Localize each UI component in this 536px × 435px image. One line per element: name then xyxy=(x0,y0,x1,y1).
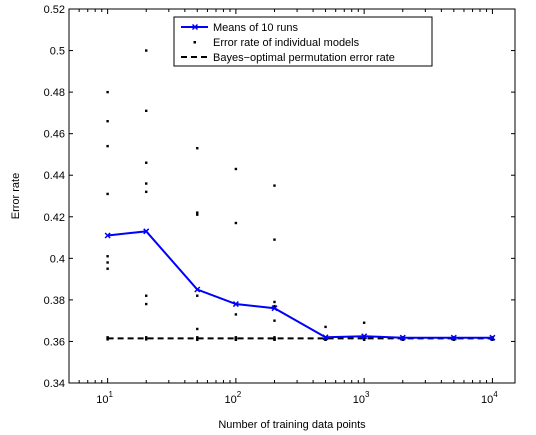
individual-model-point xyxy=(145,109,148,113)
legend-entry-individual: Error rate of individual models xyxy=(193,37,360,49)
legend-marker-means xyxy=(191,23,199,31)
individual-model-point xyxy=(106,267,109,270)
y-tick-label: 0.46 xyxy=(44,129,65,141)
x-tick-labels: 101 102 103 104 xyxy=(96,390,498,406)
x-tick-base: 10 xyxy=(481,394,493,406)
means-point xyxy=(232,301,239,308)
y-tick-label: 0.34 xyxy=(44,378,65,390)
individual-model-point xyxy=(273,184,276,187)
means-point xyxy=(450,334,457,341)
means-point xyxy=(271,305,278,312)
x-tick-exponent: 2 xyxy=(237,390,242,399)
legend-label-bayes: Bayes−optimal permutation error rate xyxy=(213,52,395,64)
y-tick-label: 0.36 xyxy=(44,336,65,348)
individual-model-point xyxy=(106,192,109,196)
means-point xyxy=(143,228,150,235)
individual-model-point xyxy=(106,255,109,258)
legend-entry-bayes: Bayes−optimal permutation error rate xyxy=(181,52,395,64)
individual-model-point xyxy=(106,261,109,264)
individual-model-point xyxy=(234,337,238,340)
y-tick-label: 0.5 xyxy=(50,46,65,58)
y-tick-labels: 0.34 0.36 0.38 0.4 0.42 0.44 0.46 0.48 0.5 0.52 xyxy=(44,4,65,390)
individual-model-point xyxy=(196,327,199,331)
individual-model-point xyxy=(106,144,109,148)
individual-model-point xyxy=(234,221,238,225)
x-tick-label: 104 xyxy=(481,390,498,406)
individual-model-point xyxy=(106,90,109,94)
individual-model-point xyxy=(145,182,148,185)
individual-model-point xyxy=(196,213,199,216)
individual-model-point xyxy=(196,294,199,297)
individual-model-point xyxy=(273,300,276,304)
legend: Means of 10 runs Error rate of individua… xyxy=(173,16,433,67)
individual-model-point xyxy=(234,167,238,171)
individual-model-point xyxy=(273,304,276,308)
y-tick-label: 0.52 xyxy=(44,4,65,16)
individual-model-point xyxy=(324,325,327,329)
individual-model-point xyxy=(362,321,366,324)
chart-marks xyxy=(104,49,496,341)
x-tick-label: 101 xyxy=(96,390,113,406)
individual-model-point xyxy=(273,238,276,241)
x-tick-exponent: 1 xyxy=(109,390,114,399)
means-line xyxy=(107,230,493,339)
individual-model-point xyxy=(196,147,199,150)
legend-label-individual: Error rate of individual models xyxy=(213,37,360,49)
y-axis-title: Error rate xyxy=(10,173,22,219)
individual-model-point xyxy=(145,294,148,297)
axis-ticks xyxy=(68,8,515,384)
x-tick-base: 10 xyxy=(353,394,365,406)
means-point xyxy=(322,334,329,341)
x-tick-exponent: 3 xyxy=(365,390,370,399)
y-tick-label: 0.44 xyxy=(44,170,65,182)
x-tick-label: 103 xyxy=(353,390,370,406)
individual-model-point xyxy=(362,336,366,340)
y-tick-label: 0.42 xyxy=(44,212,65,224)
x-tick-base: 10 xyxy=(96,394,108,406)
y-tick-label: 0.4 xyxy=(50,253,65,265)
individual-model-point xyxy=(145,338,148,341)
y-tick-label: 0.48 xyxy=(44,87,65,99)
legend-label-means: Means of 10 runs xyxy=(213,22,298,34)
individual-model-point xyxy=(145,49,148,52)
individual-model-point xyxy=(145,302,148,306)
individual-model-point xyxy=(196,211,199,214)
legend-box xyxy=(173,16,433,67)
y-tick-label: 0.38 xyxy=(44,295,65,307)
legend-marker-individual xyxy=(193,41,196,44)
means-point xyxy=(489,334,496,341)
x-axis-title: Number of training data points xyxy=(218,419,366,431)
individual-model-point xyxy=(273,338,276,341)
x-tick-exponent: 4 xyxy=(493,390,498,399)
means-point xyxy=(399,334,406,341)
x-tick-label: 102 xyxy=(225,390,242,406)
means-point xyxy=(361,333,368,340)
x-tick-base: 10 xyxy=(225,394,237,406)
individual-model-point xyxy=(106,120,109,123)
individual-model-point xyxy=(145,161,148,164)
individual-model-point xyxy=(234,338,238,341)
individual-model-point xyxy=(196,338,199,341)
individual-model-point xyxy=(234,313,238,316)
individual-model-point xyxy=(106,338,109,341)
plot-area xyxy=(68,8,516,384)
individual-model-point xyxy=(145,190,148,194)
legend-entry-means: Means of 10 runs xyxy=(181,22,298,34)
means-point xyxy=(194,286,201,293)
means-point xyxy=(104,232,111,239)
individual-model-point xyxy=(273,319,276,322)
